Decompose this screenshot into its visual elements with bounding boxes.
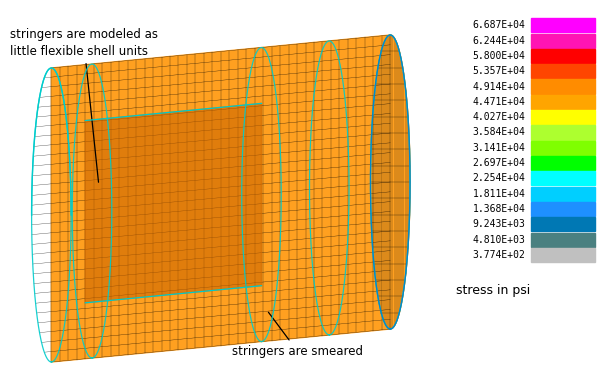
Bar <box>531 80 595 94</box>
Text: 6.244E+04: 6.244E+04 <box>472 36 526 46</box>
Polygon shape <box>86 103 261 303</box>
Bar <box>531 187 595 201</box>
Bar <box>531 95 595 109</box>
Text: 4.914E+04: 4.914E+04 <box>472 81 526 91</box>
Text: 4.027E+04: 4.027E+04 <box>472 112 526 122</box>
Text: 5.800E+04: 5.800E+04 <box>472 51 526 61</box>
Text: 3.774E+02: 3.774E+02 <box>472 250 526 260</box>
Bar <box>531 202 595 216</box>
Text: 2.254E+04: 2.254E+04 <box>472 174 526 184</box>
Text: 6.687E+04: 6.687E+04 <box>472 20 526 30</box>
Bar <box>531 141 595 155</box>
Bar <box>531 34 595 48</box>
Bar <box>531 217 595 231</box>
Text: 4.810E+03: 4.810E+03 <box>472 235 526 245</box>
Bar <box>531 125 595 139</box>
Text: 5.357E+04: 5.357E+04 <box>472 66 526 76</box>
Bar <box>531 49 595 63</box>
Polygon shape <box>371 35 410 329</box>
Bar <box>531 248 595 262</box>
Bar <box>531 110 595 124</box>
Polygon shape <box>51 35 410 362</box>
Bar <box>531 64 595 78</box>
Bar <box>531 233 595 247</box>
Bar <box>531 156 595 170</box>
Text: 1.811E+04: 1.811E+04 <box>472 189 526 199</box>
Text: 4.471E+04: 4.471E+04 <box>472 97 526 107</box>
Bar <box>531 18 595 32</box>
Text: stress in psi: stress in psi <box>456 284 530 297</box>
Text: 1.368E+04: 1.368E+04 <box>472 204 526 214</box>
Text: stringers are modeled as
little flexible shell units: stringers are modeled as little flexible… <box>10 28 158 182</box>
Bar <box>531 171 595 185</box>
Text: 3.141E+04: 3.141E+04 <box>472 143 526 153</box>
Text: stringers are smeared: stringers are smeared <box>232 312 363 358</box>
Text: 2.697E+04: 2.697E+04 <box>472 158 526 168</box>
Text: 3.584E+04: 3.584E+04 <box>472 128 526 138</box>
Text: 9.243E+03: 9.243E+03 <box>472 219 526 229</box>
